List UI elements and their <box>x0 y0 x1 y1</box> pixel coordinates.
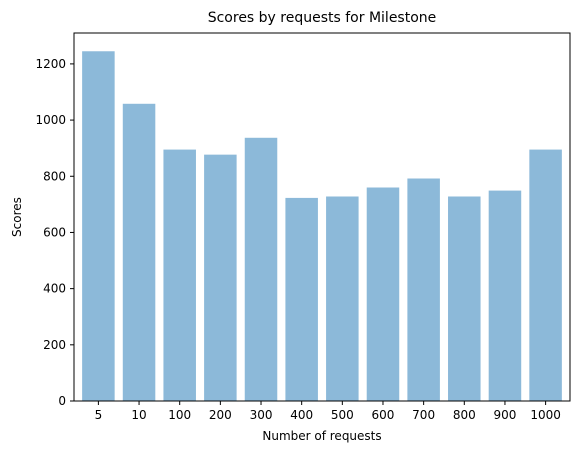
bar-300 <box>244 137 278 401</box>
x-tick-label: 5 <box>95 408 103 422</box>
plot-area-frame <box>73 32 571 402</box>
x-tick-label: 900 <box>493 408 516 422</box>
bar-500 <box>326 196 359 401</box>
y-tick-label: 800 <box>43 169 66 183</box>
x-axis-label: Number of requests <box>262 429 381 443</box>
bars-layer <box>82 51 562 401</box>
y-axis-label: Scores <box>10 197 24 237</box>
y-tick-label: 0 <box>58 394 66 408</box>
x-tick-label: 500 <box>331 408 354 422</box>
x-tick-label: 400 <box>290 408 313 422</box>
x-tick-label: 200 <box>209 408 232 422</box>
y-tick-label: 200 <box>43 338 66 352</box>
bar-400 <box>285 197 318 401</box>
bar-900 <box>488 190 522 401</box>
x-tick-label: 10 <box>131 408 146 422</box>
x-tick-label: 800 <box>453 408 476 422</box>
x-tick-label: 600 <box>372 408 395 422</box>
bar-700 <box>407 178 440 401</box>
y-tick-label: 400 <box>43 282 66 296</box>
x-tick-label: 700 <box>412 408 435 422</box>
bar-600 <box>366 187 400 401</box>
y-tick-label: 1000 <box>35 113 66 127</box>
bar-100 <box>163 149 196 401</box>
x-tick-label: 1000 <box>530 408 561 422</box>
bar-10 <box>122 103 156 401</box>
y-tick-label: 600 <box>43 225 66 239</box>
bar-1000 <box>529 149 562 401</box>
bar-5 <box>82 51 115 401</box>
x-tick-label: 300 <box>250 408 273 422</box>
x-tick-label: 100 <box>168 408 191 422</box>
y-tick-label: 1200 <box>35 57 66 71</box>
x-axis-ticks: 5 10 100 200 300 400 500 600 700 800 900 1000 <box>95 401 561 422</box>
bar-200 <box>204 154 237 401</box>
y-axis-ticks: 0 200 400 600 800 1000 1200 <box>35 57 74 408</box>
bar-800 <box>448 196 481 401</box>
chart-title: Scores by requests for Milestone <box>208 10 437 26</box>
